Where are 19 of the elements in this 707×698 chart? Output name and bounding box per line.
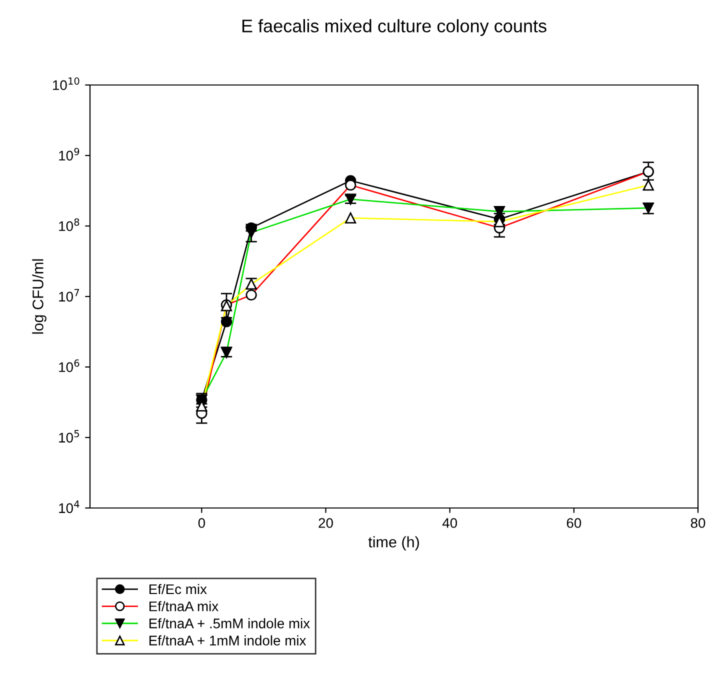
x-tick-label: 40 xyxy=(442,518,458,528)
x-tick-label: 20 xyxy=(318,518,333,528)
y-tick-label: 10$^{9}$ xyxy=(59,148,80,161)
x-tick-label: 0 xyxy=(198,518,205,528)
y-tick-label: 10$^{5}$ xyxy=(59,430,79,443)
y-axis-title: log CFU/ml xyxy=(32,259,46,334)
x-axis-title: time (h) xyxy=(368,536,419,550)
y-tick-label: 10$^{6}$ xyxy=(59,359,80,372)
y-tick-label: 10$^{8}$ xyxy=(59,218,80,232)
x-tick-label: 60 xyxy=(566,518,582,528)
legend-label: Ef/Ec mix xyxy=(149,584,207,594)
legend-label: Ef/tnaA + 1mM indole mix xyxy=(149,635,306,646)
y-tick-label: 10$^{4}$ xyxy=(59,500,80,514)
chart-title: E faecalis mixed culture colony counts xyxy=(242,19,546,36)
y-tick-label: 10$^{7}$ xyxy=(59,289,79,302)
legend-label: Ef/tnaA + .5mM indole mix xyxy=(149,618,310,628)
x-tick-label: 80 xyxy=(690,518,706,528)
legend-label: Ef/tnaA mix xyxy=(149,601,218,612)
y-tick-label: 10$^{10}$ xyxy=(53,77,80,90)
